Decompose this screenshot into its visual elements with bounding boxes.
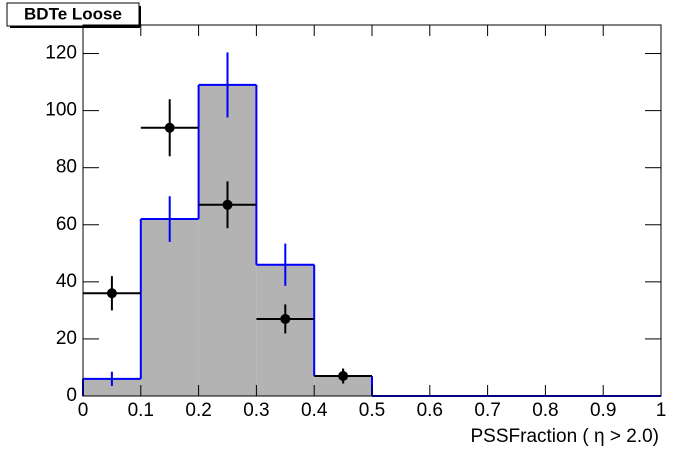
y-tick-label: 0 [66,385,77,406]
x-tick-label: 0.7 [474,400,500,421]
data-point [106,288,117,299]
x-tick-label: 0.5 [359,400,385,421]
y-tick-label: 40 [56,271,77,292]
y-tick-label: 100 [45,100,77,121]
x-tick-label: 0.3 [243,400,269,421]
y-tick-label: 60 [56,214,77,235]
x-tick-label: 0.4 [301,400,328,421]
x-tick-label: 0.8 [532,400,558,421]
x-tick-label: 1 [656,400,667,421]
histogram-bar [83,378,141,396]
x-tick-label: 0.2 [185,400,211,421]
x-axis-label: PSSFraction ( η > 2.0) [471,426,660,447]
data-point [222,199,233,210]
x-tick-label: 0 [78,400,89,421]
histogram-bar [314,376,372,396]
x-tick-label: 0.6 [417,400,443,421]
y-tick-label: 120 [45,43,77,64]
x-tick-label: 0.1 [128,400,154,421]
histogram-bar [198,84,257,396]
data-point [338,371,349,382]
y-tick-label: 20 [56,328,77,349]
y-tick-label: 80 [56,157,77,178]
chart-title: BDTe Loose [24,4,122,23]
x-tick-label: 0.9 [590,400,616,421]
data-point [280,313,291,324]
histogram-bar [140,219,199,396]
data-point [164,122,175,133]
